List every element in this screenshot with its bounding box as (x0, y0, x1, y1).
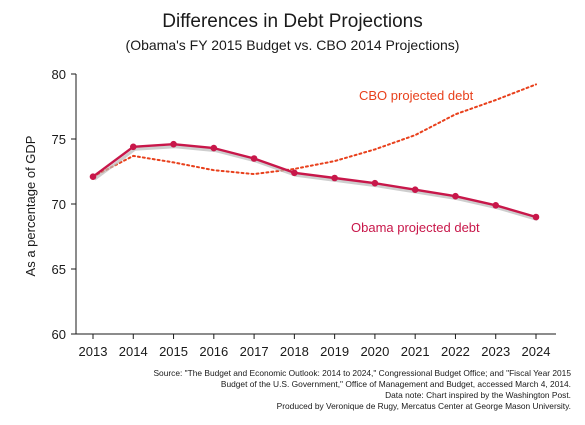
series-point-obama (331, 174, 338, 182)
series-line-cbo (92, 83, 537, 178)
x-tick-label: 2020 (360, 344, 389, 359)
series-point-obama (371, 179, 379, 187)
x-tick-label: 2022 (441, 344, 470, 359)
y-tick-label: 80 (52, 67, 66, 82)
series-point-obama (492, 202, 500, 209)
x-tick-label: 2024 (522, 344, 551, 359)
source-note: Source: "The Budget and Economic Outlook… (101, 368, 571, 412)
series-point-obama (411, 186, 419, 193)
series-point-obama (291, 169, 298, 177)
x-tick-label: 2021 (401, 344, 430, 359)
series-point-obama (170, 140, 177, 148)
source-note-line: Data note: Chart inspired by the Washing… (385, 390, 571, 400)
series-point-obama (250, 155, 258, 162)
series-point-obama (532, 213, 540, 221)
y-tick-label: 60 (52, 327, 66, 342)
series-point-obama (129, 143, 137, 151)
series-point-obama (89, 173, 97, 180)
source-note-line: Produced by Veronique de Rugy, Mercatus … (276, 401, 571, 411)
x-tick-label: 2016 (199, 344, 228, 359)
x-tick-label: 2019 (320, 344, 349, 359)
y-tick-label: 75 (52, 132, 66, 147)
y-tick-labels: 60 65 70 75 80 (52, 67, 76, 342)
series-label-cbo: CBO projected debt (359, 88, 474, 103)
series-point-obama (210, 144, 218, 152)
series-label-obama: Obama projected debt (351, 220, 480, 235)
x-tick-label: 2023 (481, 344, 510, 359)
x-tick-labels: 2013 2014 2015 2016 2017 2018 2019 2020 2021 2022… (79, 334, 551, 359)
series-point-obama (452, 192, 459, 200)
x-tick-label: 2017 (240, 344, 269, 359)
x-tick-label: 2018 (280, 344, 309, 359)
series-layer (89, 83, 540, 221)
series-line-obama-shadow (93, 145, 538, 221)
source-note-line: Budget of the U.S. Government," Office o… (220, 379, 571, 389)
y-axis-title: As a percentage of GDP (23, 136, 38, 277)
source-note-line: Source: "The Budget and Economic Outlook… (153, 368, 571, 378)
x-tick-label: 2014 (119, 344, 148, 359)
series-line-obama (92, 142, 537, 219)
y-tick-label: 65 (52, 262, 66, 277)
x-tick-label: 2013 (79, 344, 108, 359)
chart-subtitle: (Obama's FY 2015 Budget vs. CBO 2014 Pro… (125, 37, 460, 53)
y-tick-label: 70 (52, 197, 66, 212)
chart-title: Differences in Debt Projections (162, 11, 423, 32)
x-tick-label: 2015 (159, 344, 188, 359)
